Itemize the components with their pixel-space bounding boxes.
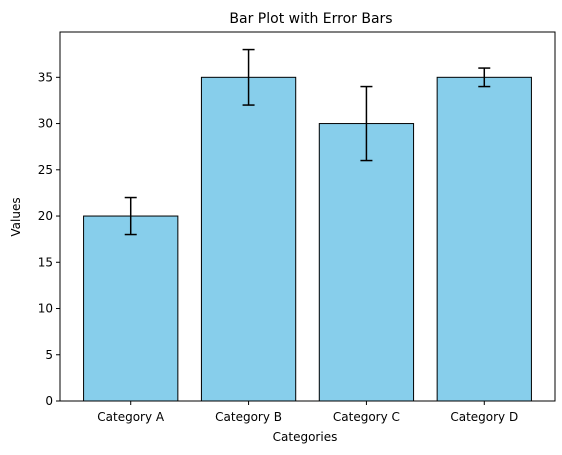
y-tick-label: 0 <box>45 394 53 408</box>
bar-category-c <box>318 123 415 402</box>
chart-title: Bar Plot with Error Bars <box>229 11 392 27</box>
x-axis: Category A Category B Category C Category D <box>97 401 518 424</box>
x-tick-label: Category B <box>215 410 282 424</box>
bar-category-a <box>83 215 179 402</box>
bars-group <box>83 76 532 402</box>
y-tick-label: 30 <box>38 117 53 131</box>
error-bars-group <box>124 48 491 236</box>
x-tick-label: Category D <box>450 410 518 424</box>
y-tick-label: 15 <box>38 255 53 269</box>
y-tick-label: 25 <box>38 163 53 177</box>
error-bar-category-c <box>360 85 373 162</box>
error-bar-category-a <box>124 196 137 236</box>
x-tick-label: Category A <box>97 410 165 424</box>
error-bar-category-b <box>242 48 255 106</box>
bar-category-b <box>200 76 297 402</box>
y-tick-label: 35 <box>38 70 53 84</box>
bar-category-d <box>436 76 532 402</box>
x-tick-label: Category C <box>333 410 400 424</box>
y-axis-label: Values <box>9 197 23 236</box>
error-bar-category-d <box>478 67 491 88</box>
plot-frame <box>59 31 556 402</box>
y-tick-label: 5 <box>45 348 53 362</box>
y-axis: 0 5 10 15 20 25 30 35 <box>38 70 60 408</box>
y-tick-label: 10 <box>38 302 53 316</box>
x-axis-label: Categories <box>273 430 338 444</box>
y-tick-label: 20 <box>38 209 53 223</box>
